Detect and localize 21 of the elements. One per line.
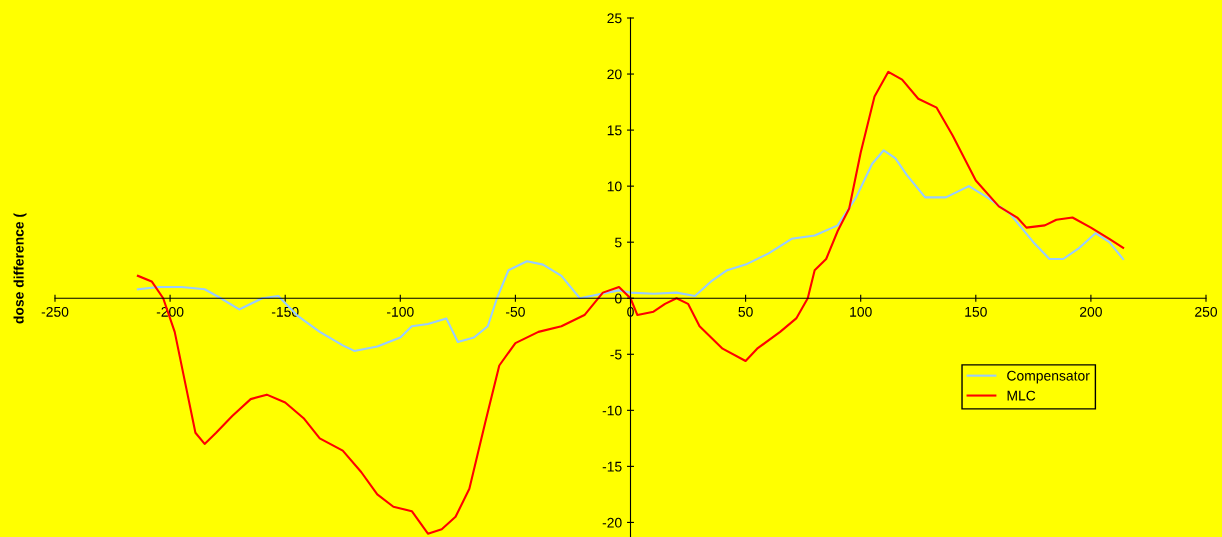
x-tick-label: 250 bbox=[1195, 306, 1218, 317]
x-tick-label: 150 bbox=[965, 306, 987, 317]
legend-label: MLC bbox=[1007, 390, 1036, 401]
x-tick-label: -100 bbox=[387, 306, 414, 317]
line-series bbox=[136, 70, 1125, 535]
y-axis-title: dose difference ( bbox=[13, 212, 27, 324]
x-tick-label: 50 bbox=[738, 306, 753, 317]
y-tick-label: 15 bbox=[607, 125, 622, 136]
x-tick-label: -250 bbox=[41, 306, 69, 317]
y-tick-label: 5 bbox=[615, 237, 622, 248]
x-tick-label: 200 bbox=[1080, 306, 1102, 317]
x-tick-label: 100 bbox=[850, 306, 872, 317]
y-tick-label: 25 bbox=[607, 13, 622, 24]
y-tick-label: 20 bbox=[607, 69, 622, 80]
y-tick-label: 10 bbox=[607, 181, 622, 192]
y-tick-label: -5 bbox=[610, 349, 622, 360]
legend-label: Compensator bbox=[1007, 370, 1090, 384]
y-tick-label: -15 bbox=[602, 461, 622, 472]
y-tick-label: -10 bbox=[602, 405, 622, 416]
y-tick-label: -20 bbox=[602, 517, 622, 528]
x-tick-label: -50 bbox=[505, 306, 525, 317]
